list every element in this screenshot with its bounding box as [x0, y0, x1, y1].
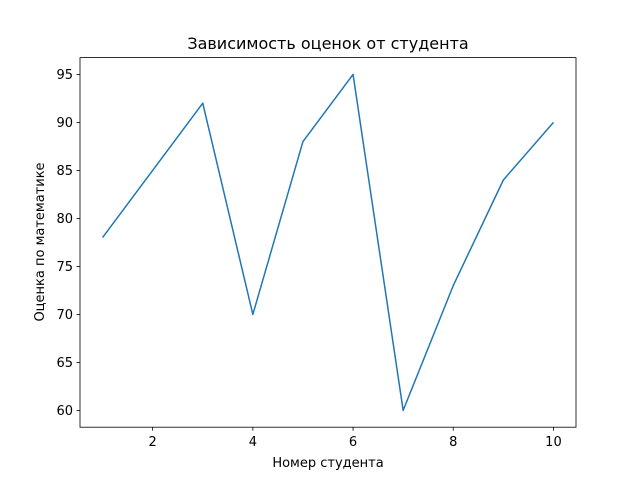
y-tick-label: 65	[56, 356, 73, 371]
x-axis-label: Номер студента	[272, 456, 383, 471]
x-tick-label: 8	[449, 435, 457, 450]
x-tick-label: 4	[249, 435, 257, 450]
y-axis-label: Оценка по математике	[33, 162, 48, 321]
y-tick-label: 75	[56, 260, 73, 275]
x-tick-label: 6	[349, 435, 357, 450]
y-tick-label: 95	[56, 68, 73, 83]
y-tick-label: 90	[56, 116, 73, 131]
line	[101, 73, 555, 412]
y-tick-label: 60	[56, 404, 73, 419]
x-tick-label: 10	[545, 435, 562, 450]
x-tick-label: 2	[149, 435, 157, 450]
plot-frame	[79, 57, 577, 428]
y-tick-label: 85	[56, 164, 73, 179]
y-tick-label: 80	[56, 212, 73, 227]
chart-title: Зависимость оценок от студента	[187, 34, 468, 53]
y-tick-label: 70	[56, 308, 73, 323]
